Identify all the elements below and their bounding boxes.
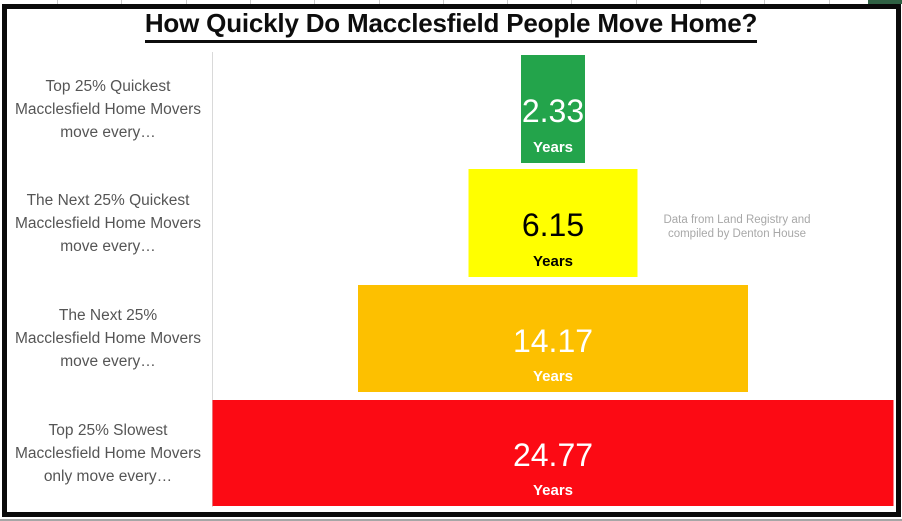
chart-row: Top 25% Quickest Macclesfield Home Mover… — [0, 55, 902, 163]
spreadsheet-gridline — [507, 0, 509, 4]
bar-value-label: 2.33 — [521, 93, 585, 130]
category-label-line: The Next 25% Quickest — [26, 191, 190, 209]
category-label-line: The Next 25% — [58, 307, 158, 324]
chart-row: The Next 25% Quickest Macclesfield Home … — [0, 169, 902, 277]
chart-row: The Next 25% Macclesfield Home Movers mo… — [0, 285, 902, 392]
bar-next-25: 14.17 Years — [358, 285, 748, 392]
spreadsheet-gridline — [571, 0, 573, 4]
spreadsheet-gridline — [121, 0, 123, 4]
chart-title: How Quickly Do Macclesfield People Move … — [0, 8, 902, 43]
spreadsheet-gridline — [442, 0, 444, 4]
bar-top-25-slowest: 24.77 Years — [212, 400, 894, 506]
data-source-note-line: Data from Land Registry and — [663, 214, 811, 226]
category-label-line: Top 25% Slowest — [48, 421, 168, 439]
category-label-line: Macclesfield Home Movers — [14, 100, 202, 118]
bar-unit-label: Years — [532, 368, 574, 385]
data-source-note-line: compiled by Denton House — [667, 228, 807, 240]
bar-top-25-quickest: 2.33 Years — [521, 55, 585, 163]
category-label-line: Macclesfield Home Movers — [14, 444, 202, 462]
category-label-top-25-quickest: Top 25% Quickest Macclesfield Home Mover… — [6, 55, 210, 163]
data-source-note: Data from Land Registry and compiled by … — [658, 213, 816, 241]
category-label-line: Macclesfield Home Movers — [14, 330, 202, 347]
bar-next-25-quickest: 6.15 Years — [468, 169, 638, 277]
category-label-line: only move every… — [43, 467, 173, 485]
spreadsheet-top-strip — [0, 0, 902, 4]
category-label-next-25: The Next 25% Macclesfield Home Movers mo… — [6, 285, 210, 392]
spreadsheet-gridline — [249, 0, 251, 4]
category-label-line: move every… — [60, 353, 156, 370]
category-label-line: move every… — [60, 237, 156, 255]
category-label-line: move every… — [60, 123, 156, 141]
bar-unit-label: Years — [532, 139, 574, 156]
spreadsheet-gridline — [828, 0, 830, 4]
spreadsheet-gridline — [57, 0, 58, 4]
chart-row: Top 25% Slowest Macclesfield Home Movers… — [0, 400, 902, 506]
spreadsheet-bottom-strip — [0, 519, 902, 521]
bar-value-label: 14.17 — [512, 322, 594, 359]
chart-title-text: How Quickly Do Macclesfield People Move … — [144, 8, 757, 43]
category-label-line: Top 25% Quickest — [45, 77, 171, 95]
bar-value-label: 24.77 — [512, 437, 594, 474]
bar-value-label: 6.15 — [521, 207, 585, 244]
category-axis-line — [212, 52, 213, 507]
bar-unit-label: Years — [532, 253, 574, 270]
spreadsheet-gridline — [700, 0, 701, 4]
category-label-line: Macclesfield Home Movers — [14, 214, 202, 232]
spreadsheet-gridline — [635, 0, 637, 4]
bar-unit-label: Years — [532, 482, 574, 499]
category-label-top-25-slowest: Top 25% Slowest Macclesfield Home Movers… — [6, 400, 210, 506]
spreadsheet-gridline — [764, 0, 766, 4]
spreadsheet-gridline — [314, 0, 316, 4]
spreadsheet-gridline — [185, 0, 187, 4]
category-label-next-25-quickest: The Next 25% Quickest Macclesfield Home … — [6, 169, 210, 277]
spreadsheet-gridline — [378, 0, 380, 4]
spreadsheet-corner-cell — [868, 0, 902, 4]
